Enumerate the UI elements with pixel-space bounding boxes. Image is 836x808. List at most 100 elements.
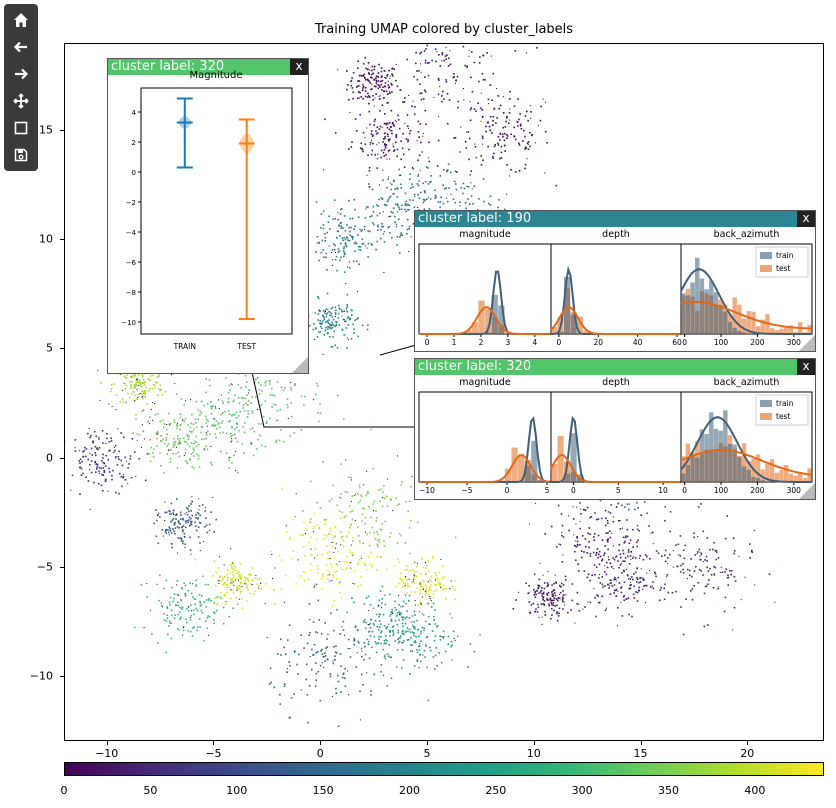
scatter-point (182, 517, 184, 520)
scatter-point (510, 168, 512, 171)
scatter-point (606, 539, 609, 541)
scatter-point (312, 621, 315, 623)
scatter-point (244, 582, 246, 584)
pan-button[interactable] (4, 88, 38, 114)
scatter-point (399, 236, 401, 238)
scatter-point (148, 452, 151, 455)
scatter-point (82, 450, 84, 453)
scatter-point (429, 598, 431, 600)
scatter-point (241, 586, 243, 588)
close-button[interactable]: x (290, 59, 308, 75)
scatter-point (408, 578, 410, 580)
home-button[interactable] (4, 7, 38, 33)
resize-handle[interactable] (292, 357, 308, 373)
histogram-bar-test (504, 468, 512, 482)
resize-handle[interactable] (799, 483, 815, 499)
scatter-point (230, 548, 232, 550)
popup-cluster-320-violin[interactable]: cluster label: 320 x Magnitude 4 2 0 −2 −4 −6… (107, 58, 309, 374)
scatter-point (433, 615, 435, 618)
scatter-point (196, 629, 198, 632)
scatter-point (358, 249, 360, 251)
scatter-point (394, 221, 396, 223)
forward-button[interactable] (4, 61, 38, 87)
scatter-point (469, 119, 472, 122)
scatter-point (470, 182, 472, 184)
scatter-point (380, 642, 382, 645)
scatter-point (329, 335, 331, 338)
close-button[interactable]: x (797, 359, 815, 375)
scatter-point (480, 92, 482, 94)
scatter-point (176, 423, 178, 426)
resize-handle[interactable] (799, 335, 815, 351)
popup-cluster-320-hist[interactable]: cluster label: 320 x magnitude −10 −5 0 5 dep… (414, 358, 816, 500)
back-button[interactable] (4, 34, 38, 60)
scatter-point (324, 622, 326, 624)
scatter-point (362, 75, 365, 77)
scatter-point (414, 614, 416, 616)
scatter-point (186, 513, 189, 516)
scatter-point (228, 459, 231, 462)
scatter-point (430, 175, 432, 177)
scatter-point (127, 483, 129, 485)
scatter-point (287, 406, 289, 409)
scatter-point (185, 618, 187, 621)
scatter-point (434, 623, 437, 625)
scatter-point (404, 204, 407, 206)
scatter-point (615, 589, 617, 592)
zoom-button[interactable] (4, 115, 38, 141)
scatter-point (492, 115, 494, 118)
scatter-point (419, 581, 421, 583)
popup-header[interactable]: cluster label: 190 x (415, 211, 815, 227)
scatter-point (738, 555, 740, 557)
popup-header[interactable]: cluster label: 320 x (415, 359, 815, 375)
scatter-point (398, 127, 401, 130)
scatter-point (473, 185, 476, 187)
scatter-point (561, 582, 563, 585)
scatter-point (297, 673, 299, 675)
scatter-point (257, 422, 260, 425)
scatter-point (319, 403, 321, 405)
scatter-point (143, 392, 145, 395)
scatter-point (381, 197, 384, 200)
popup-cluster-190-hist[interactable]: cluster label: 190 x magnitude 0 1 2 3 4 depth… (414, 210, 816, 352)
popup-header[interactable]: cluster label: 320 x (108, 59, 308, 75)
scatter-point (601, 595, 603, 598)
scatter-point (215, 571, 217, 573)
histogram-bar-train (685, 295, 691, 334)
scatter-point (320, 325, 322, 328)
scatter-point (491, 132, 493, 134)
scatter-point (468, 137, 471, 140)
close-button[interactable]: x (797, 211, 815, 227)
scatter-point (385, 123, 388, 126)
scatter-point (195, 607, 197, 610)
scatter-point (413, 193, 416, 196)
scatter-point (191, 430, 193, 433)
scatter-point (314, 548, 316, 551)
scatter-point (361, 238, 364, 241)
scatter-point (643, 579, 645, 581)
scatter-point (389, 138, 391, 140)
scatter-point (360, 575, 362, 578)
scatter-point (408, 527, 411, 529)
save-button[interactable] (4, 142, 38, 168)
scatter-point (703, 592, 706, 595)
scatter-point (401, 630, 404, 633)
scatter-point (559, 585, 562, 588)
scatter-point (437, 77, 440, 80)
scatter-point (428, 160, 431, 163)
scatter-point (329, 228, 331, 230)
scatter-point (638, 529, 640, 532)
scatter-point (595, 518, 598, 521)
scatter-point (609, 593, 612, 595)
scatter-point (87, 432, 89, 435)
scatter-point (392, 509, 394, 511)
umap-scatter-plot[interactable] (64, 43, 824, 741)
scatter-point (317, 412, 319, 414)
scatter-point (380, 664, 383, 666)
scatter-point (367, 595, 370, 598)
scatter-point (325, 313, 328, 315)
scatter-point (197, 512, 200, 515)
scatter-point (361, 89, 364, 92)
scatter-point (606, 519, 609, 522)
scatter-point (328, 322, 330, 325)
